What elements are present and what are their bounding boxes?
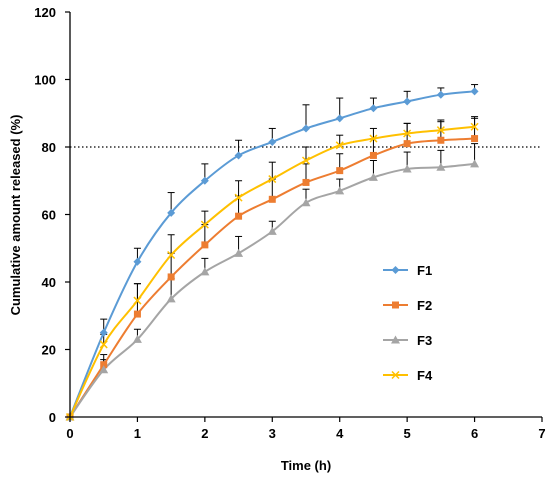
point-f4 <box>268 175 277 184</box>
error-bar-f4 <box>201 210 209 225</box>
point-f3 <box>132 334 142 343</box>
point-f4 <box>335 141 344 150</box>
point-f3 <box>234 248 244 257</box>
error-bar-f4 <box>403 122 411 134</box>
point-f2 <box>302 178 310 186</box>
point-f2 <box>437 136 445 144</box>
legend-item-f2: F2 <box>383 298 432 313</box>
error-bar-f4 <box>369 127 377 139</box>
error-bar-f4 <box>268 161 276 180</box>
point-f2 <box>268 195 276 203</box>
legend-label-f3: F3 <box>417 333 432 348</box>
y-tick-label: 60 <box>42 208 56 223</box>
x-tick-label: 3 <box>269 426 276 441</box>
legend-label-f4: F4 <box>417 368 433 383</box>
y-tick-label: 0 <box>49 410 56 425</box>
point-f3 <box>470 159 480 168</box>
point-f1 <box>335 114 344 123</box>
y-tick-label: 20 <box>42 343 56 358</box>
y-tick-label: 100 <box>34 73 56 88</box>
tick-labels-layer: 0 1 2 3 4 5 6 7 0 20 40 60 80 100 120 <box>34 5 545 441</box>
point-f1 <box>268 137 277 146</box>
point-f2 <box>100 361 108 369</box>
point-f1 <box>234 151 243 160</box>
point-f1 <box>99 328 108 337</box>
x-tick-label: 1 <box>134 426 141 441</box>
point-f4 <box>369 134 378 143</box>
x-tick-label: 6 <box>471 426 478 441</box>
error-bar-f4 <box>133 283 141 301</box>
legend-marker-f2 <box>392 301 399 309</box>
point-f2 <box>336 167 344 175</box>
point-f1 <box>369 104 378 113</box>
point-f1 <box>133 257 142 266</box>
point-f1 <box>403 97 412 106</box>
point-f2 <box>403 140 411 148</box>
error-bars-layer <box>100 84 479 370</box>
legend: F1 F2 F3 F4 <box>383 263 433 383</box>
point-f4 <box>99 340 108 349</box>
point-f4 <box>200 220 209 229</box>
x-tick-label: 7 <box>538 426 545 441</box>
point-f3 <box>402 164 412 173</box>
point-f2 <box>369 151 377 159</box>
error-bar-f4 <box>235 180 243 198</box>
axes-layer <box>65 11 543 422</box>
point-f1 <box>167 208 176 217</box>
point-f4 <box>167 250 176 260</box>
legend-item-f3: F3 <box>383 333 432 348</box>
point-f4 <box>436 126 445 135</box>
legend-marker-f4 <box>391 370 400 380</box>
point-f3 <box>301 198 311 207</box>
point-f2 <box>133 310 141 318</box>
error-bar-f4 <box>437 119 445 131</box>
x-tick-label: 2 <box>201 426 208 441</box>
point-f3 <box>335 186 345 195</box>
y-tick-label: 80 <box>42 140 56 155</box>
point-f3 <box>368 172 378 181</box>
legend-item-f1: F1 <box>383 263 432 278</box>
x-tick-label: 5 <box>404 426 411 441</box>
error-bar-f4 <box>167 234 175 255</box>
point-f2 <box>201 241 209 249</box>
point-f3 <box>436 162 446 171</box>
point-f4 <box>133 296 142 305</box>
error-bar-f4 <box>302 146 310 161</box>
x-axis-title: Time (h) <box>281 458 331 473</box>
legend-item-f4: F4 <box>383 368 433 383</box>
point-f3 <box>99 365 109 374</box>
point-f4 <box>234 193 243 202</box>
point-f4 <box>403 129 412 138</box>
point-f3 <box>200 267 210 276</box>
legend-marker-f1 <box>391 266 400 274</box>
markers-layer <box>65 87 480 422</box>
legend-label-f1: F1 <box>417 263 432 278</box>
error-bar-f4 <box>336 134 344 146</box>
y-tick-label: 120 <box>34 5 56 20</box>
x-tick-label: 4 <box>336 426 344 441</box>
point-f1 <box>302 124 310 133</box>
legend-label-f2: F2 <box>417 298 432 313</box>
point-f3 <box>166 294 176 303</box>
point-f1 <box>200 176 209 185</box>
point-f2 <box>167 273 175 281</box>
x-tick-label: 0 <box>66 426 73 441</box>
point-f1 <box>436 90 445 99</box>
legend-marker-f3 <box>391 335 400 344</box>
point-f4 <box>301 156 311 165</box>
point-f2 <box>471 135 479 143</box>
point-f4 <box>470 122 479 131</box>
point-f3 <box>267 226 277 235</box>
error-bar-f4 <box>471 116 479 127</box>
point-f2 <box>235 212 243 220</box>
y-axis-title: Cumulative amount released (%) <box>8 115 23 316</box>
y-tick-label: 40 <box>42 275 56 290</box>
point-f1 <box>470 87 479 96</box>
